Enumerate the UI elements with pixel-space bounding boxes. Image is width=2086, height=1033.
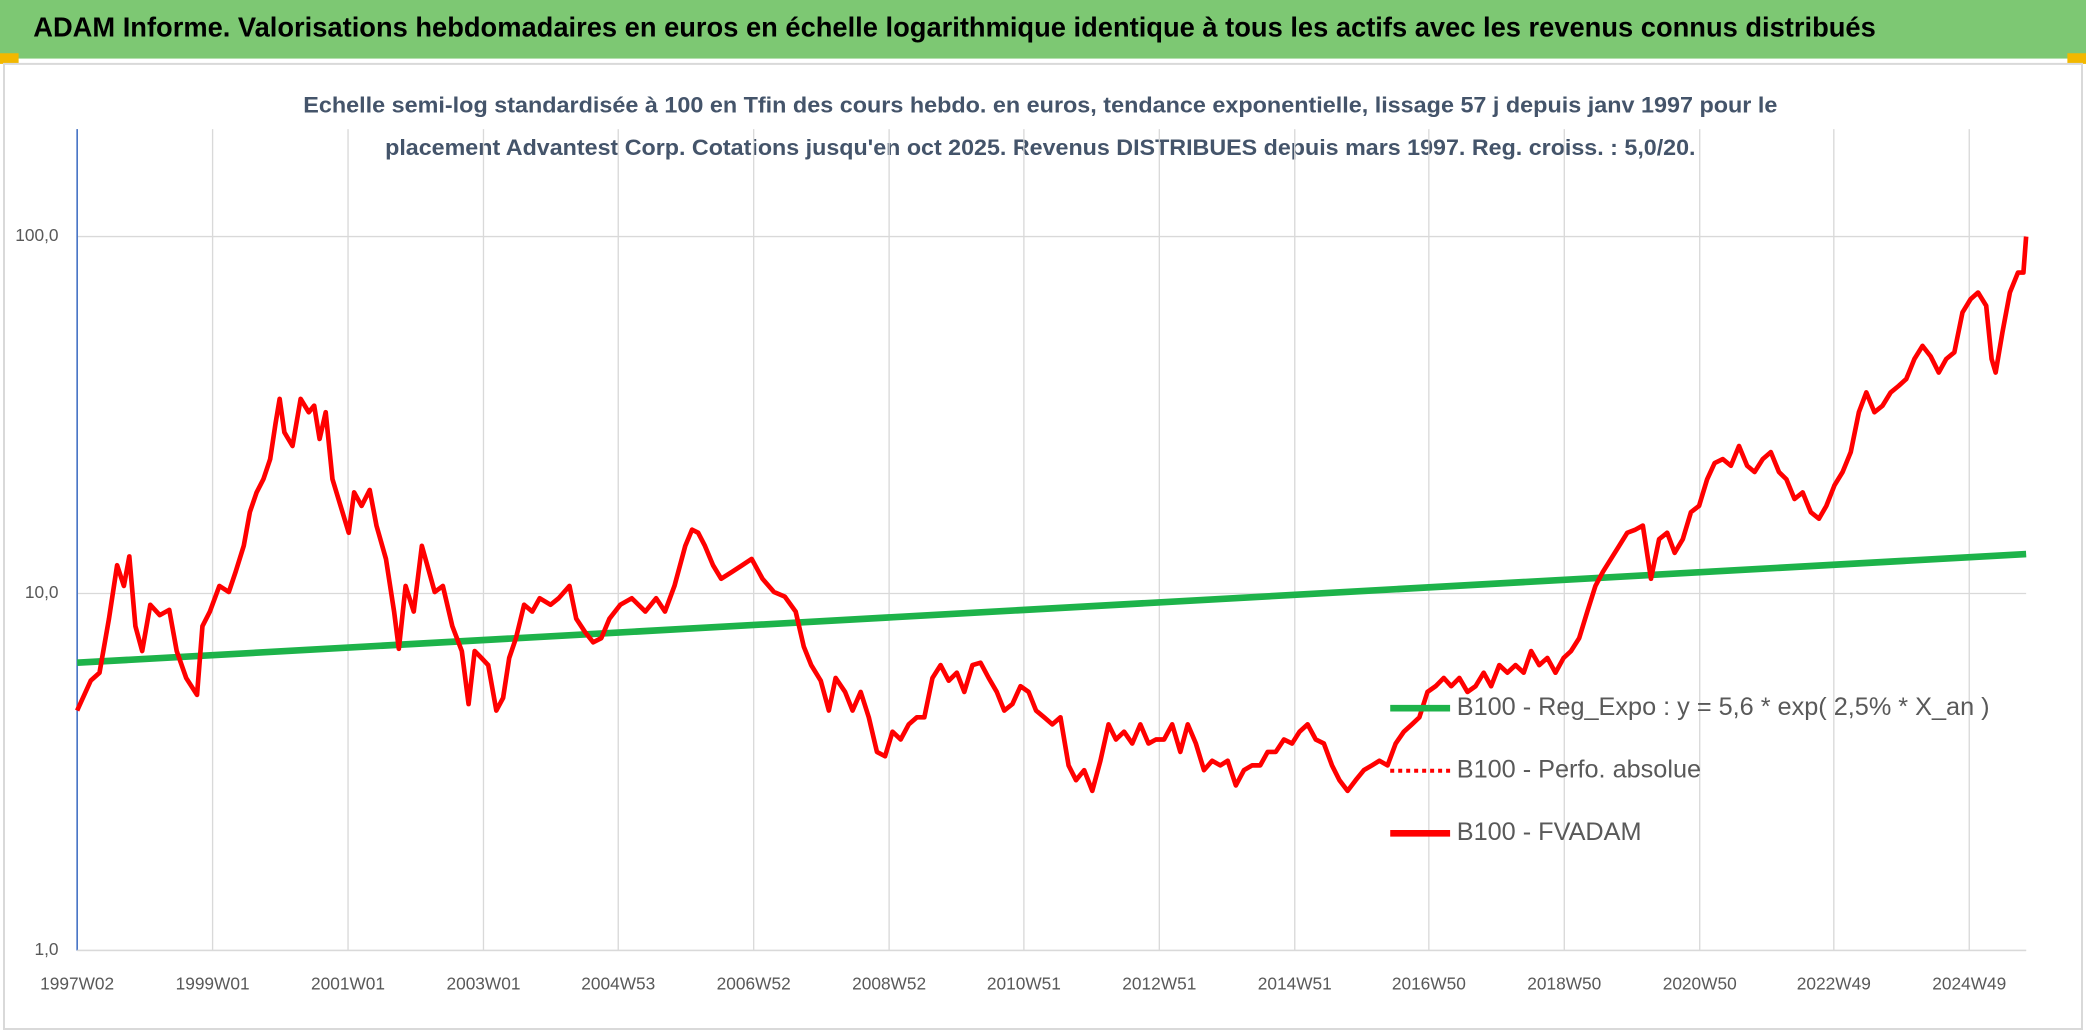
corner-left bbox=[0, 53, 19, 64]
y-tick-label: 10,0 bbox=[25, 582, 59, 602]
x-tick-label: 1999W01 bbox=[176, 974, 250, 994]
x-tick-label: 2018W50 bbox=[1527, 974, 1601, 994]
x-tick-label: 2006W52 bbox=[717, 974, 791, 994]
x-tick-label: 2014W51 bbox=[1258, 974, 1332, 994]
x-tick-label: 1997W02 bbox=[40, 974, 114, 994]
subtitle: placement Advantest Corp. Cotations jusq… bbox=[385, 135, 1695, 160]
legend-label: B100 - Reg_Expo : y = 5,6 * exp( 2,5% * … bbox=[1457, 693, 1990, 721]
legend-label: B100 - Perfo. absolue bbox=[1457, 755, 1701, 783]
series-line bbox=[76, 550, 2027, 667]
panel-border bbox=[2, 62, 2084, 1031]
corner-right bbox=[2067, 53, 2086, 64]
y-tick-label: 1,0 bbox=[34, 939, 58, 959]
x-tick-label: 2008W52 bbox=[852, 974, 926, 994]
y-tick-label: 100,0 bbox=[15, 225, 58, 245]
x-tick-label: 2016W50 bbox=[1392, 974, 1466, 994]
x-tick-label: 2022W49 bbox=[1797, 974, 1871, 994]
x-tick-label: 2004W53 bbox=[581, 974, 655, 994]
legend-label: B100 - FVADAM bbox=[1457, 818, 1642, 846]
series-line bbox=[75, 236, 2029, 794]
x-tick-label: 2001W01 bbox=[311, 974, 385, 994]
header-title: ADAM Informe. Valorisations hebdomadaire… bbox=[33, 12, 1876, 43]
x-tick-label: 2024W49 bbox=[1932, 974, 2006, 994]
x-tick-label: 2010W51 bbox=[987, 974, 1061, 994]
x-tick-label: 2020W50 bbox=[1663, 974, 1737, 994]
header-bar bbox=[0, 0, 2086, 59]
subtitle: Echelle semi-log standardisée à 100 en T… bbox=[303, 92, 1777, 117]
x-tick-label: 2003W01 bbox=[446, 974, 520, 994]
x-tick-label: 2012W51 bbox=[1122, 974, 1196, 994]
